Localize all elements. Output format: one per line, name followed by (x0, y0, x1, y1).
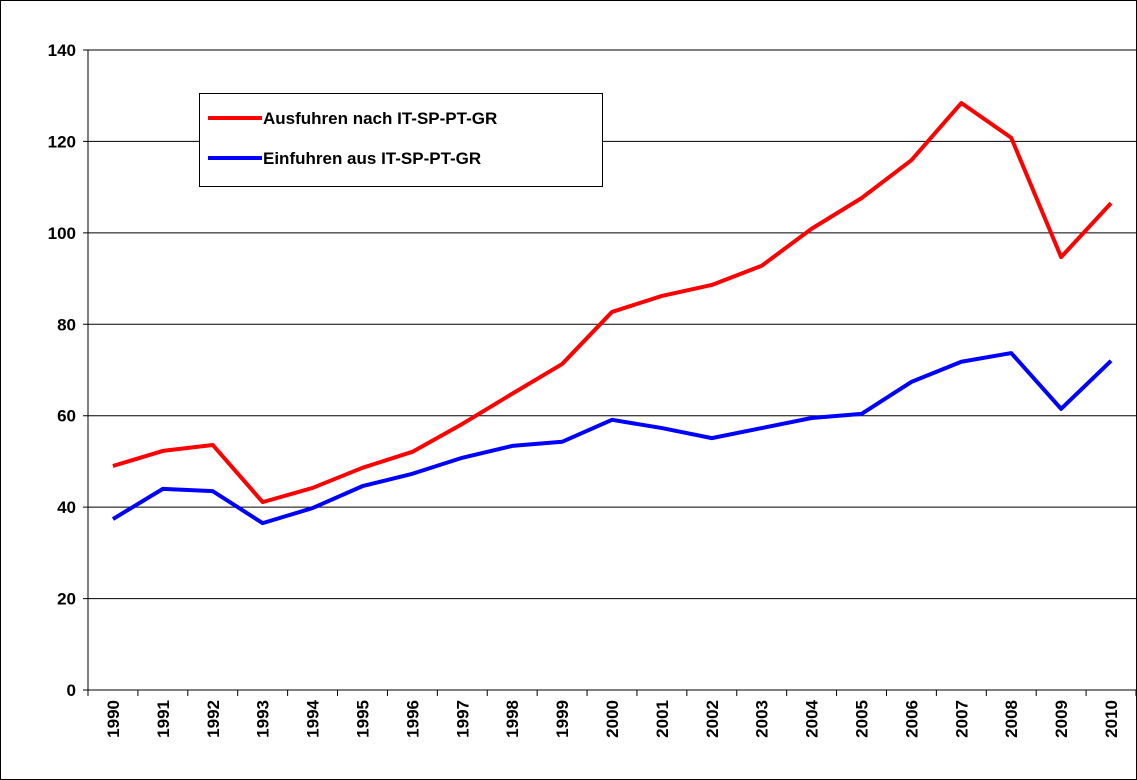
x-tick-label: 2003 (753, 700, 772, 738)
x-tick-label: 2004 (803, 699, 822, 737)
x-tick-label: 2009 (1052, 700, 1071, 738)
x-tick-label: 1999 (553, 700, 572, 738)
x-tick-label: 2008 (1002, 700, 1021, 738)
y-tick-label: 120 (48, 132, 76, 151)
y-tick-label: 20 (57, 590, 76, 609)
y-tick-label: 0 (67, 681, 76, 700)
x-tick-label: 2010 (1102, 700, 1121, 738)
x-tick-label: 2006 (902, 700, 921, 738)
x-tick-label: 1997 (453, 700, 472, 738)
x-tick-label: 1998 (503, 700, 522, 738)
series-line (112, 101, 1113, 505)
x-tick-label: 1993 (254, 700, 273, 738)
legend-box (199, 93, 603, 187)
y-tick-label: 100 (48, 224, 76, 243)
legend-label: Ausfuhren nach IT-SP-PT-GR (263, 109, 497, 128)
x-tick-label: 1996 (403, 700, 422, 738)
legend: Ausfuhren nach IT-SP-PT-GR Einfuhren aus … (199, 93, 603, 187)
x-tick-label: 2005 (853, 700, 872, 738)
y-tick-label: 80 (57, 315, 76, 334)
y-tick-label: 140 (48, 41, 76, 60)
x-tick-label: 2001 (653, 700, 672, 738)
x-tick-label: 1994 (304, 699, 323, 737)
y-tick-label: 40 (57, 498, 76, 517)
x-tick-label: 1990 (104, 700, 123, 738)
x-tick-label: 1991 (154, 700, 173, 738)
x-tick-label: 1995 (353, 700, 372, 738)
x-tick-label: 2002 (703, 700, 722, 738)
y-tick-label: 60 (57, 407, 76, 426)
series-line (111, 351, 1113, 526)
x-tick-label: 1992 (204, 700, 223, 738)
x-tick-label: 2007 (952, 700, 971, 738)
legend-label: Einfuhren aus IT-SP-PT-GR (263, 149, 481, 168)
x-tick-label: 2000 (603, 700, 622, 738)
